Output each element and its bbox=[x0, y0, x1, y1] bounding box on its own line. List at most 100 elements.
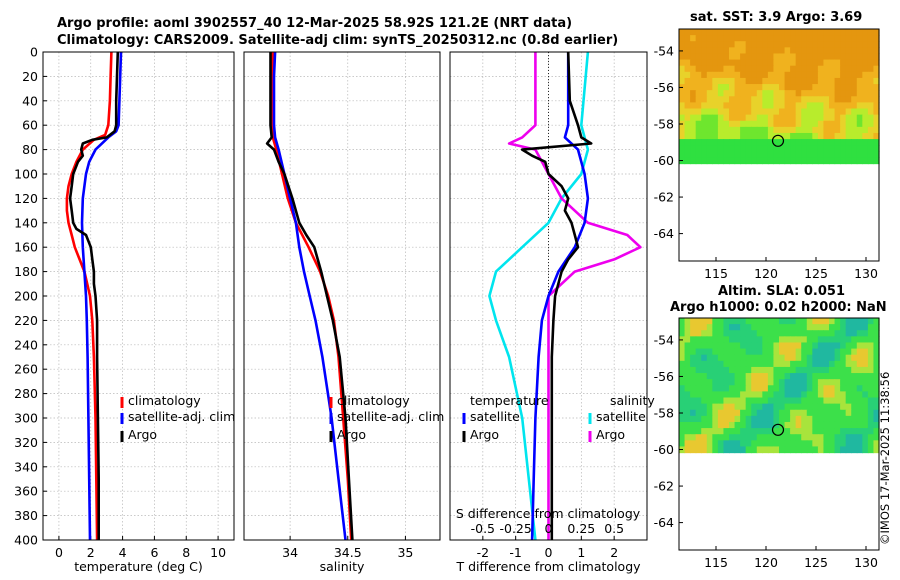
y-tick-label: 340 bbox=[14, 459, 38, 474]
map-cell bbox=[740, 428, 747, 435]
map-cell bbox=[773, 29, 780, 36]
map-cell bbox=[829, 391, 836, 399]
map-cell bbox=[729, 446, 736, 454]
map-cell bbox=[712, 71, 719, 79]
map-cell bbox=[756, 434, 763, 441]
map-cell bbox=[723, 330, 730, 337]
map-cell bbox=[684, 409, 691, 417]
map-cell bbox=[745, 47, 752, 55]
y-tick-label: 220 bbox=[14, 313, 38, 328]
map-cell bbox=[740, 77, 747, 85]
map-cell bbox=[801, 415, 808, 423]
map-cell bbox=[701, 342, 708, 350]
map-cell bbox=[784, 108, 791, 116]
map-cell bbox=[756, 403, 763, 411]
map-cell bbox=[829, 102, 836, 110]
legend-climatology: climatology bbox=[128, 393, 201, 408]
map-cell bbox=[834, 446, 841, 454]
map-cell bbox=[779, 120, 786, 128]
map-cell bbox=[862, 41, 869, 48]
map-cell bbox=[712, 391, 719, 399]
map-cell bbox=[856, 434, 863, 441]
map-cell bbox=[734, 373, 741, 380]
map-cell bbox=[745, 415, 752, 423]
map-cell bbox=[856, 330, 863, 337]
map-cell bbox=[840, 71, 847, 79]
map-cell bbox=[701, 108, 708, 116]
map-cell bbox=[812, 47, 819, 55]
map-cell bbox=[679, 102, 686, 110]
map-cell bbox=[751, 428, 758, 435]
map-cell bbox=[873, 139, 880, 146]
map-cell bbox=[795, 318, 802, 325]
map-cell bbox=[767, 120, 775, 128]
map-cell bbox=[801, 71, 808, 79]
map-cell bbox=[734, 53, 741, 61]
map-cell bbox=[745, 391, 752, 399]
map-cell bbox=[751, 373, 758, 380]
map-y-tick-label: -64 bbox=[654, 226, 674, 241]
map-cell bbox=[767, 157, 775, 165]
map-cell bbox=[801, 446, 808, 454]
sla-map-title-line2: Argo h1000: 0.02 h2000: NaN bbox=[670, 300, 887, 315]
map-cell bbox=[840, 114, 847, 122]
map-cell bbox=[701, 434, 708, 441]
map-cell bbox=[817, 324, 825, 331]
map-cell bbox=[701, 120, 708, 128]
map-cell bbox=[845, 84, 852, 91]
map-cell bbox=[840, 126, 847, 134]
map-cell bbox=[834, 96, 841, 103]
map-cell bbox=[684, 102, 691, 110]
map-cell bbox=[790, 53, 797, 61]
map-cell bbox=[773, 318, 780, 325]
map-cell bbox=[756, 360, 763, 368]
map-cell bbox=[706, 348, 713, 356]
map-cell bbox=[773, 397, 780, 405]
map-cell bbox=[695, 35, 702, 42]
map-cell bbox=[684, 126, 691, 134]
map-cell bbox=[751, 132, 758, 140]
map-cell bbox=[679, 354, 686, 362]
y-tick-label: 40 bbox=[22, 93, 38, 108]
x-axis-label: salinity bbox=[320, 559, 365, 574]
map-cell bbox=[817, 366, 825, 374]
map-cell bbox=[867, 47, 875, 55]
map-cell bbox=[795, 360, 802, 368]
map-cell bbox=[729, 108, 736, 116]
map-cell bbox=[812, 330, 819, 337]
map-cell bbox=[856, 421, 863, 429]
map-cell bbox=[806, 373, 813, 380]
map-cell bbox=[729, 324, 736, 331]
map-cell bbox=[856, 336, 863, 344]
map-cell bbox=[801, 403, 808, 411]
map-cell bbox=[784, 421, 791, 429]
map-cell bbox=[740, 90, 747, 97]
map-cell bbox=[817, 77, 825, 85]
map-cell bbox=[851, 157, 858, 165]
map-cell bbox=[679, 29, 686, 36]
map-cell bbox=[729, 354, 736, 362]
map-cell bbox=[834, 428, 841, 435]
map-cell bbox=[745, 366, 752, 374]
map-cell bbox=[767, 397, 775, 405]
map-cell bbox=[790, 342, 797, 350]
map-cell bbox=[845, 35, 852, 42]
map-cell bbox=[845, 330, 852, 337]
map-cell bbox=[790, 108, 797, 116]
map-cell bbox=[679, 77, 686, 85]
map-cell bbox=[862, 59, 869, 67]
map-cell bbox=[845, 96, 852, 103]
map-cell bbox=[851, 126, 858, 134]
map-cell bbox=[751, 90, 758, 97]
map-cell bbox=[701, 373, 708, 380]
map-cell bbox=[679, 385, 686, 392]
map-cell bbox=[817, 145, 825, 152]
map-cell bbox=[873, 151, 880, 159]
map-cell bbox=[790, 132, 797, 140]
map-cell bbox=[812, 397, 819, 405]
map-cell bbox=[779, 440, 786, 448]
map-cell bbox=[779, 397, 786, 405]
map-cell bbox=[740, 120, 747, 128]
x-tick-label: 34.5 bbox=[334, 545, 362, 560]
map-cell bbox=[740, 397, 747, 405]
